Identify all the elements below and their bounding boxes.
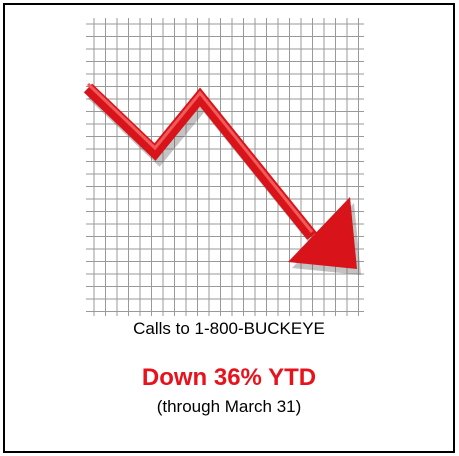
caption: Calls to 1-800-BUCKEYE xyxy=(133,319,325,338)
headline: Down 36% YTD xyxy=(142,364,316,391)
panel: Calls to 1-800-BUCKEYE Down 36% YTD (thr… xyxy=(0,0,459,456)
page: Calls to 1-800-BUCKEYE Down 36% YTD (thr… xyxy=(0,0,459,456)
subline: (through March 31) xyxy=(157,397,302,416)
